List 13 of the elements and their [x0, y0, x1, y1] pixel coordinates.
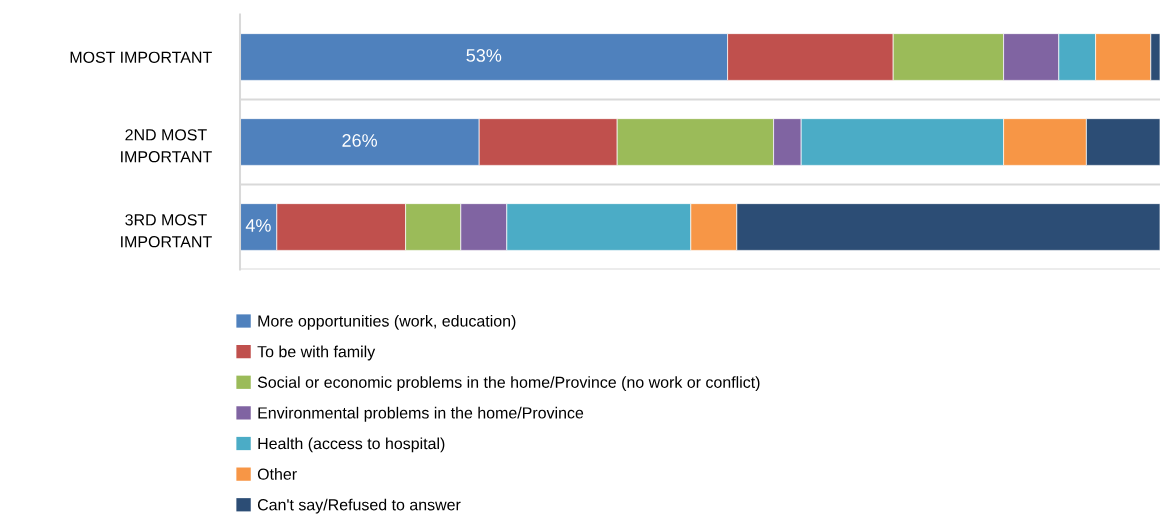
legend-label: To be with family [257, 345, 376, 361]
y-tick-label: 3RD MOST IMPORTANT [121, 214, 212, 248]
data-label: 53% [466, 49, 502, 62]
data-label: 26% [342, 134, 378, 147]
legend-label: Environmental problems in the home/Province [258, 406, 584, 422]
legend-label: Can't say/Refused to answer [257, 498, 461, 514]
legend-label: More opportunities (work, education) [258, 314, 516, 330]
legend-label: Social or economic problems in the home/Province (no work or conflict) [257, 376, 760, 392]
y-tick-label: MOST IMPORTANT [70, 51, 212, 63]
y-tick-label: 2ND MOST IMPORTANT [121, 129, 212, 163]
legend-label: Other [257, 468, 297, 480]
legend-label: Health (access to hospital) [258, 437, 445, 453]
data-label: 4% [245, 219, 271, 232]
